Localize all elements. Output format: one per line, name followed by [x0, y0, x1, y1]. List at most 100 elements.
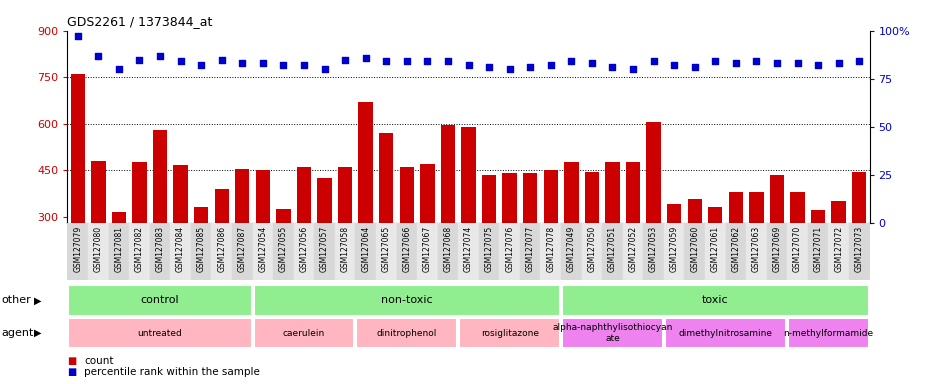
Text: GSM127068: GSM127068 [443, 225, 452, 272]
Bar [253, 223, 272, 280]
Bar [132, 162, 147, 310]
Bar [622, 223, 643, 280]
Point [214, 56, 229, 63]
Bar [643, 223, 664, 280]
Point [727, 60, 742, 66]
Text: GSM127049: GSM127049 [566, 225, 576, 272]
Point [665, 62, 680, 68]
Bar [91, 161, 106, 310]
Bar [478, 223, 499, 280]
Bar [745, 223, 766, 280]
Bar [664, 223, 683, 280]
Bar [581, 223, 602, 280]
Bar [602, 223, 622, 280]
Point [522, 64, 537, 70]
Bar [708, 207, 722, 310]
Bar [276, 209, 290, 310]
Text: GSM127065: GSM127065 [381, 225, 390, 272]
Bar [379, 133, 393, 310]
Bar [646, 122, 660, 310]
Bar [769, 175, 783, 310]
Point [584, 60, 599, 66]
Text: n-methylformamide: n-methylformamide [782, 329, 872, 338]
Bar [232, 223, 253, 280]
Text: GSM127061: GSM127061 [710, 225, 719, 272]
Text: GSM127055: GSM127055 [279, 225, 287, 272]
Bar [314, 223, 334, 280]
Bar [540, 223, 561, 280]
Bar [170, 223, 191, 280]
Text: ■: ■ [67, 367, 77, 377]
Text: toxic: toxic [701, 295, 728, 306]
Bar [561, 223, 581, 280]
FancyBboxPatch shape [68, 318, 251, 348]
Text: GSM127083: GSM127083 [155, 225, 165, 272]
Text: GSM127084: GSM127084 [176, 225, 185, 272]
Point [235, 60, 250, 66]
Text: GSM127074: GSM127074 [463, 225, 473, 272]
Bar [461, 127, 475, 310]
Bar [810, 210, 825, 310]
Bar [212, 223, 232, 280]
Bar [399, 167, 414, 310]
Text: GSM127056: GSM127056 [300, 225, 308, 272]
Point [111, 66, 126, 72]
Text: GSM127053: GSM127053 [649, 225, 657, 272]
Point [481, 64, 496, 70]
Bar [789, 192, 804, 310]
Bar [724, 223, 745, 280]
Text: agent: agent [2, 328, 35, 338]
Text: ■: ■ [67, 356, 77, 366]
Text: other: other [2, 295, 32, 305]
Bar [153, 130, 167, 310]
Bar [70, 74, 85, 310]
Text: GSM127057: GSM127057 [320, 225, 329, 272]
Bar [827, 223, 848, 280]
Text: GSM127085: GSM127085 [197, 225, 205, 272]
Point [337, 56, 352, 63]
Bar [522, 173, 537, 310]
Bar [728, 192, 742, 310]
Bar [481, 175, 496, 310]
Bar [129, 223, 150, 280]
Bar [683, 223, 704, 280]
Bar [111, 212, 126, 310]
Point [605, 64, 620, 70]
Text: GDS2261 / 1373844_at: GDS2261 / 1373844_at [67, 15, 212, 28]
Point [132, 56, 147, 63]
Bar [375, 223, 396, 280]
Bar [437, 223, 458, 280]
Bar [786, 223, 807, 280]
Point [830, 60, 845, 66]
Bar [419, 164, 434, 310]
Point [707, 58, 722, 65]
Text: GSM127063: GSM127063 [751, 225, 760, 272]
Bar [334, 223, 355, 280]
Point [625, 66, 640, 72]
Text: GSM127071: GSM127071 [812, 225, 822, 272]
Text: count: count [84, 356, 113, 366]
Text: GSM127075: GSM127075 [484, 225, 493, 272]
Bar [440, 125, 455, 310]
Point [851, 58, 866, 65]
Text: GSM127069: GSM127069 [771, 225, 781, 272]
FancyBboxPatch shape [254, 285, 560, 316]
Bar [519, 223, 540, 280]
FancyBboxPatch shape [562, 318, 662, 348]
Bar [666, 204, 680, 310]
Text: GSM127062: GSM127062 [731, 225, 739, 272]
Text: GSM127050: GSM127050 [587, 225, 595, 272]
Bar [848, 223, 869, 280]
Point [153, 53, 168, 59]
Point [256, 60, 271, 66]
Point [419, 58, 434, 65]
Bar [417, 223, 437, 280]
Bar [191, 223, 212, 280]
Bar [88, 223, 109, 280]
Bar [766, 223, 786, 280]
Bar [396, 223, 417, 280]
Bar [297, 167, 311, 310]
Bar [807, 223, 827, 280]
Bar [458, 223, 478, 280]
Text: GSM127067: GSM127067 [422, 225, 431, 272]
